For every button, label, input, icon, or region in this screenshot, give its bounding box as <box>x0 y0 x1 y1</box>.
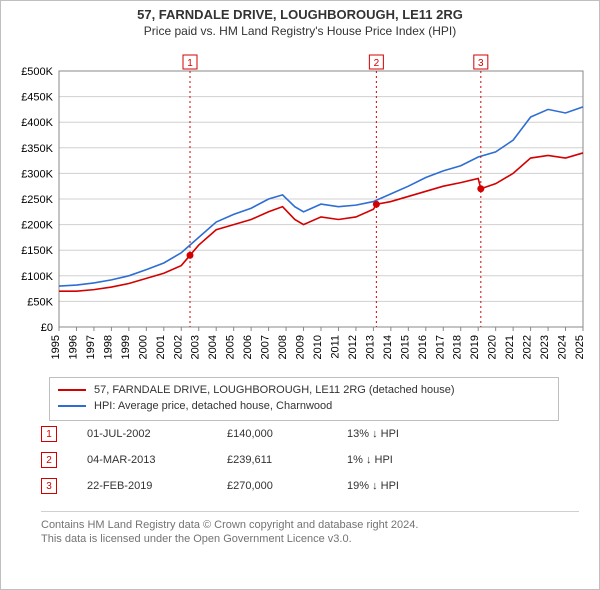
credit-line-1: Contains HM Land Registry data © Crown c… <box>41 518 579 532</box>
sale-row-diff-2: 1% ↓ HPI <box>347 454 467 466</box>
sale-row-2: 2 04-MAR-2013£239,6111% ↓ HPI <box>41 447 561 473</box>
svg-text:2002: 2002 <box>172 335 184 359</box>
title-block: 57, FARNDALE DRIVE, LOUGHBOROUGH, LE11 2… <box>1 1 599 38</box>
svg-text:£50K: £50K <box>27 296 53 308</box>
sale-row-1: 1 01-JUL-2002£140,00013% ↓ HPI <box>41 421 561 447</box>
svg-text:£150K: £150K <box>21 245 53 257</box>
title-subtitle: Price paid vs. HM Land Registry's House … <box>1 24 599 38</box>
legend-text-1: HPI: Average price, detached house, Char… <box>94 400 332 412</box>
svg-text:£100K: £100K <box>21 271 53 283</box>
legend-row-1: HPI: Average price, detached house, Char… <box>58 398 550 414</box>
title-address: 57, FARNDALE DRIVE, LOUGHBOROUGH, LE11 2… <box>1 7 599 22</box>
svg-text:£250K: £250K <box>21 194 53 206</box>
svg-text:£400K: £400K <box>21 117 53 129</box>
svg-text:2017: 2017 <box>434 335 446 359</box>
svg-text:2011: 2011 <box>329 335 341 359</box>
sale-row-marker-2: 2 <box>41 452 57 468</box>
svg-text:£450K: £450K <box>21 92 53 104</box>
chart-area: £0 £50K £100K £150K £200K £250K £300K £350K £400… <box>11 51 591 371</box>
svg-text:2010: 2010 <box>312 335 324 359</box>
svg-text:1996: 1996 <box>67 335 79 359</box>
sale-point-3 <box>477 185 484 192</box>
svg-text:2022: 2022 <box>522 335 534 359</box>
svg-text:£200K: £200K <box>21 220 53 232</box>
sale-row-price-1: £140,000 <box>227 428 347 440</box>
legend: 57, FARNDALE DRIVE, LOUGHBOROUGH, LE11 2… <box>49 377 559 421</box>
sale-row-date-2: 04-MAR-2013 <box>87 454 227 466</box>
sale-marker-num-3: 3 <box>478 58 484 69</box>
svg-text:2000: 2000 <box>137 335 149 359</box>
svg-text:2021: 2021 <box>504 335 516 359</box>
legend-swatch-1 <box>58 405 86 407</box>
svg-text:1998: 1998 <box>102 335 114 359</box>
chart-frame: 57, FARNDALE DRIVE, LOUGHBOROUGH, LE11 2… <box>0 0 600 590</box>
svg-text:2014: 2014 <box>382 335 394 359</box>
svg-text:2012: 2012 <box>347 335 359 359</box>
svg-text:2007: 2007 <box>260 335 272 359</box>
svg-text:2008: 2008 <box>277 335 289 359</box>
sales-table: 1 01-JUL-2002£140,00013% ↓ HPI 2 04-MAR-201… <box>41 421 561 499</box>
sale-row-3: 3 22-FEB-2019£270,00019% ↓ HPI <box>41 473 561 499</box>
svg-text:2024: 2024 <box>557 335 569 359</box>
svg-text:2003: 2003 <box>190 335 202 359</box>
svg-text:£300K: £300K <box>21 168 53 180</box>
svg-text:2019: 2019 <box>469 335 481 359</box>
price-chart-svg: £0 £50K £100K £150K £200K £250K £300K £350K £400… <box>11 51 591 371</box>
svg-text:2009: 2009 <box>295 335 307 359</box>
svg-text:£350K: £350K <box>21 143 53 155</box>
svg-text:2018: 2018 <box>452 335 464 359</box>
svg-text:2004: 2004 <box>207 335 219 359</box>
svg-text:£0: £0 <box>41 322 53 334</box>
credits: Contains HM Land Registry data © Crown c… <box>41 511 579 547</box>
sale-row-marker-3: 3 <box>41 478 57 494</box>
svg-text:2023: 2023 <box>539 335 551 359</box>
svg-text:1999: 1999 <box>120 335 132 359</box>
sale-row-diff-3: 19% ↓ HPI <box>347 480 467 492</box>
sale-point-2 <box>373 201 380 208</box>
svg-text:2015: 2015 <box>399 335 411 359</box>
svg-text:1997: 1997 <box>85 335 97 359</box>
legend-swatch-0 <box>58 389 86 391</box>
sale-row-marker-1: 1 <box>41 426 57 442</box>
legend-text-0: 57, FARNDALE DRIVE, LOUGHBOROUGH, LE11 2… <box>94 384 455 396</box>
sale-row-date-3: 22-FEB-2019 <box>87 480 227 492</box>
sale-marker-num-2: 2 <box>374 58 380 69</box>
sale-marker-num-1: 1 <box>187 58 193 69</box>
svg-text:2013: 2013 <box>364 335 376 359</box>
svg-text:2025: 2025 <box>574 335 586 359</box>
sale-row-price-3: £270,000 <box>227 480 347 492</box>
sale-point-1 <box>187 252 194 259</box>
svg-text:2016: 2016 <box>417 335 429 359</box>
svg-text:2001: 2001 <box>155 335 167 359</box>
sale-row-date-1: 01-JUL-2002 <box>87 428 227 440</box>
sale-row-price-2: £239,611 <box>227 454 347 466</box>
legend-row-0: 57, FARNDALE DRIVE, LOUGHBOROUGH, LE11 2… <box>58 382 550 398</box>
series-hpi <box>59 107 583 286</box>
svg-text:2020: 2020 <box>487 335 499 359</box>
credit-line-2: This data is licensed under the Open Gov… <box>41 532 579 546</box>
svg-text:2006: 2006 <box>242 335 254 359</box>
svg-text:2005: 2005 <box>225 335 237 359</box>
svg-text:1995: 1995 <box>50 335 62 359</box>
sale-row-diff-1: 13% ↓ HPI <box>347 428 467 440</box>
svg-text:£500K: £500K <box>21 66 53 78</box>
